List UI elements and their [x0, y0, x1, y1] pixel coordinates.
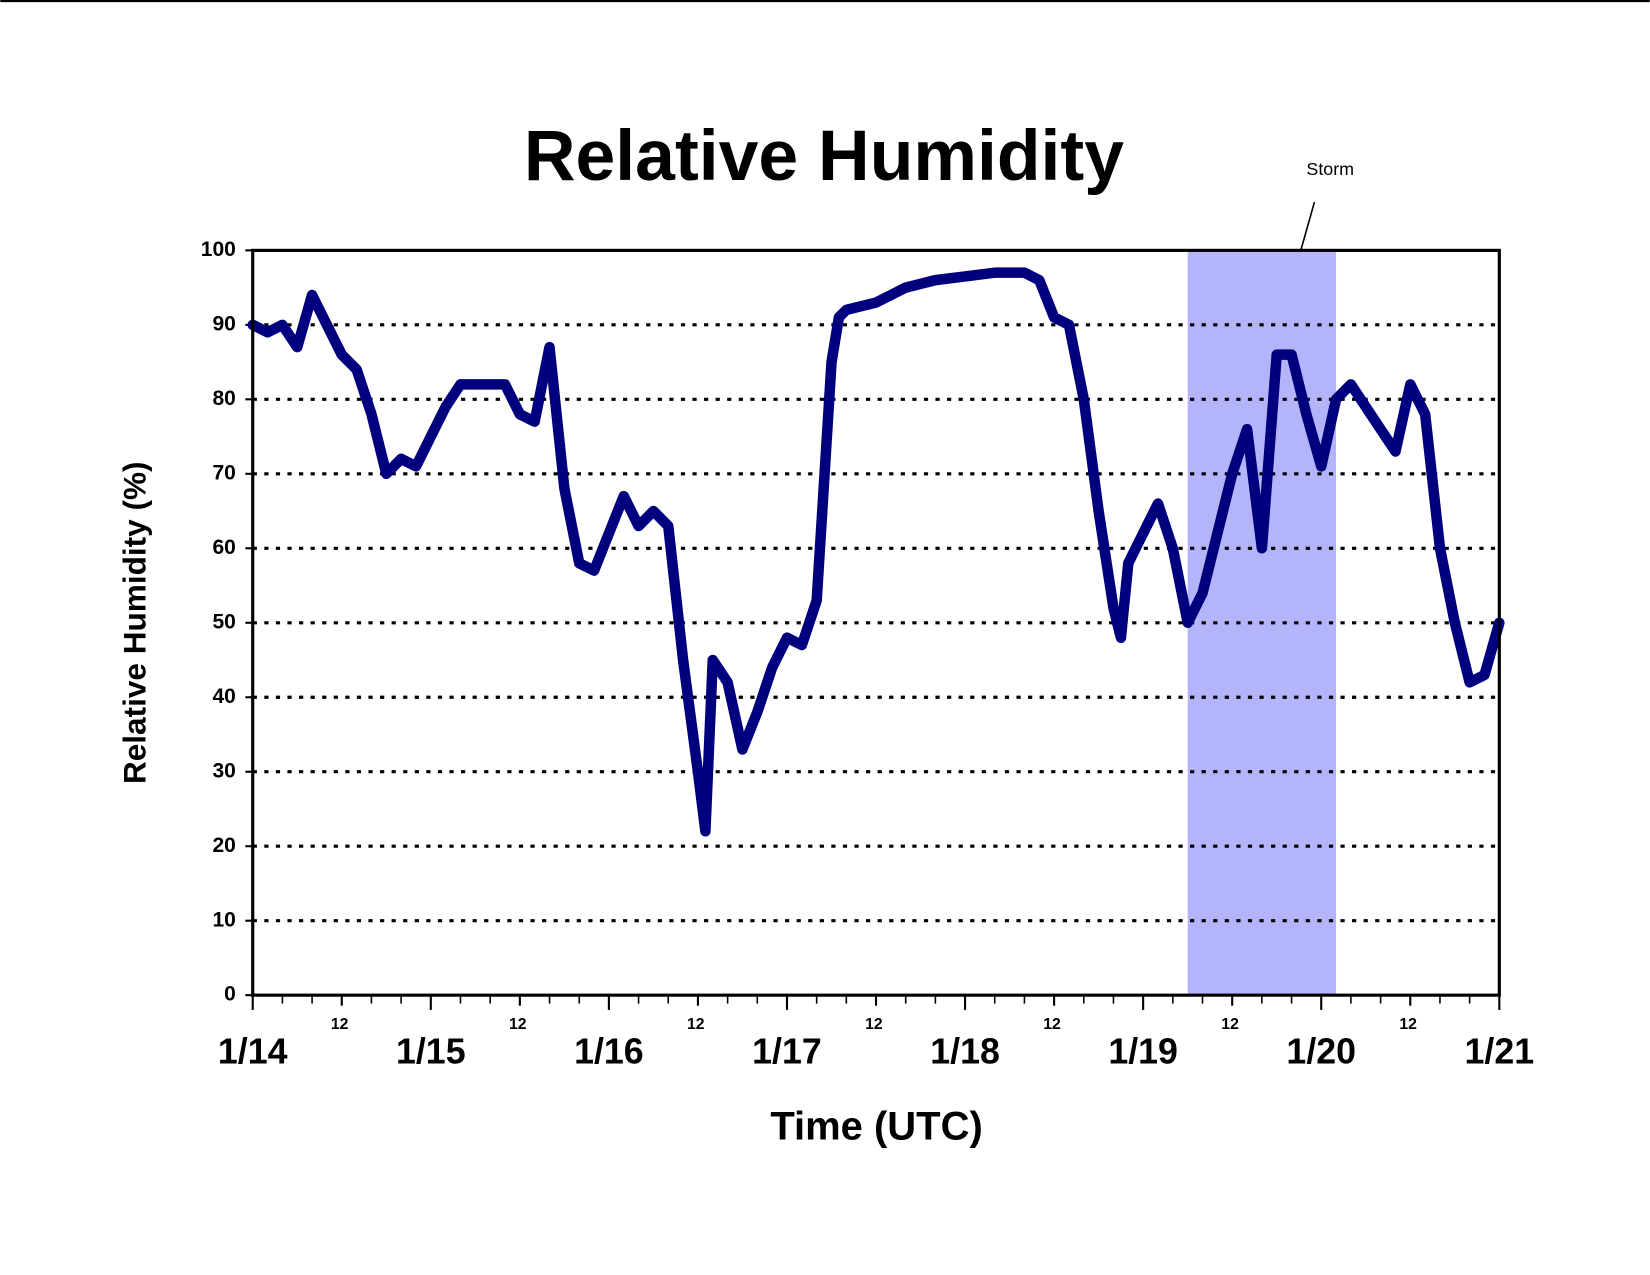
x-hour-label: 12: [509, 1016, 527, 1033]
x-hour-label: 12: [1043, 1016, 1061, 1033]
y-tick-label: 50: [213, 610, 236, 633]
x-date-label: 1/17: [752, 1032, 822, 1072]
storm-label: Storm: [1306, 159, 1354, 179]
x-date-label: 1/14: [218, 1032, 288, 1072]
storm-leader: [1300, 201, 1316, 251]
y-tick-label: 40: [213, 685, 236, 708]
y-axis-label: Relative Humidity (%): [116, 461, 152, 784]
x-date-label: 1/15: [396, 1032, 466, 1072]
x-hour-label: 12: [1399, 1016, 1417, 1033]
y-tick-label: 100: [201, 238, 236, 261]
x-date-label: 1/20: [1286, 1032, 1356, 1072]
x-axis-label: Time (UTC): [770, 1104, 982, 1148]
y-tick-label: 20: [213, 834, 236, 857]
x-hour-label: 12: [1221, 1016, 1239, 1033]
x-date-label: 1/21: [1465, 1032, 1535, 1072]
plot-border: [251, 248, 1501, 997]
x-date-label: 1/19: [1108, 1032, 1178, 1072]
y-tick-label: 10: [213, 908, 236, 931]
x-hour-label: 12: [865, 1016, 883, 1033]
humidity-line: [247, 267, 1505, 837]
y-tick-label: 90: [213, 312, 236, 335]
y-tick-label: 30: [213, 759, 236, 782]
x-date-label: 1/16: [574, 1032, 644, 1072]
x-hour-label: 12: [687, 1016, 705, 1033]
x-hour-label: 12: [331, 1016, 349, 1033]
x-date-label: 1/18: [930, 1032, 1000, 1072]
chart-title: Relative Humidity: [524, 116, 1124, 196]
y-tick-label: 0: [224, 983, 236, 1006]
y-tick-label: 80: [213, 387, 236, 410]
y-tick-label: 60: [213, 536, 236, 559]
y-tick-label: 70: [213, 461, 236, 484]
